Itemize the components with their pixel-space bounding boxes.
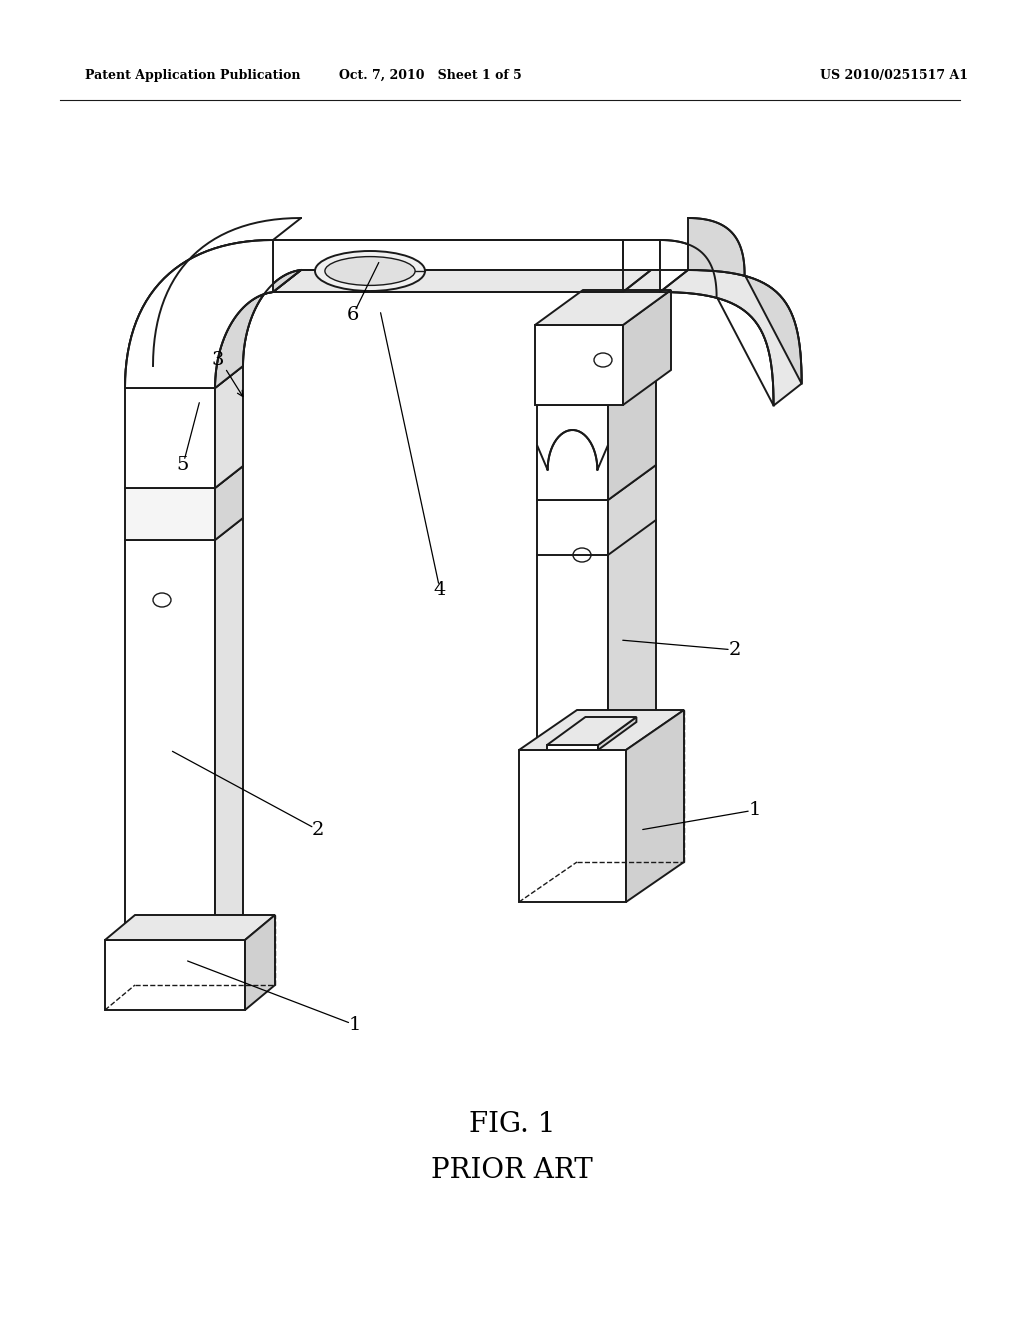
Polygon shape bbox=[125, 240, 273, 388]
Polygon shape bbox=[215, 271, 301, 388]
Polygon shape bbox=[215, 517, 243, 940]
Text: 4: 4 bbox=[434, 581, 446, 599]
Polygon shape bbox=[273, 271, 688, 292]
Polygon shape bbox=[535, 290, 671, 325]
Polygon shape bbox=[215, 271, 301, 388]
Polygon shape bbox=[105, 940, 245, 1010]
Polygon shape bbox=[608, 465, 656, 750]
Polygon shape bbox=[215, 366, 243, 488]
Ellipse shape bbox=[153, 593, 171, 607]
Polygon shape bbox=[273, 240, 660, 292]
Polygon shape bbox=[125, 540, 215, 940]
Polygon shape bbox=[215, 466, 243, 540]
Polygon shape bbox=[547, 717, 636, 744]
Text: 3: 3 bbox=[212, 351, 224, 370]
Polygon shape bbox=[537, 430, 608, 500]
Text: Oct. 7, 2010   Sheet 1 of 5: Oct. 7, 2010 Sheet 1 of 5 bbox=[339, 69, 521, 82]
Polygon shape bbox=[125, 388, 215, 488]
Polygon shape bbox=[273, 240, 623, 292]
Text: 2: 2 bbox=[312, 821, 325, 840]
Text: PRIOR ART: PRIOR ART bbox=[431, 1156, 593, 1184]
Polygon shape bbox=[623, 290, 671, 405]
Polygon shape bbox=[125, 488, 215, 540]
Polygon shape bbox=[245, 915, 275, 1010]
Polygon shape bbox=[125, 240, 273, 388]
Text: 5: 5 bbox=[177, 455, 189, 474]
Ellipse shape bbox=[594, 352, 612, 367]
Text: US 2010/0251517 A1: US 2010/0251517 A1 bbox=[820, 69, 968, 82]
Polygon shape bbox=[598, 717, 636, 750]
Ellipse shape bbox=[573, 548, 591, 562]
Text: 2: 2 bbox=[729, 642, 741, 659]
Text: FIG. 1: FIG. 1 bbox=[469, 1111, 555, 1138]
Text: 6: 6 bbox=[347, 306, 359, 323]
Polygon shape bbox=[660, 240, 773, 405]
Text: 1: 1 bbox=[349, 1016, 361, 1034]
Polygon shape bbox=[660, 271, 802, 405]
Ellipse shape bbox=[315, 251, 425, 290]
Polygon shape bbox=[125, 466, 243, 488]
Polygon shape bbox=[537, 405, 608, 500]
Polygon shape bbox=[105, 915, 275, 940]
Text: 1: 1 bbox=[749, 801, 761, 818]
Polygon shape bbox=[535, 325, 623, 405]
Text: Patent Application Publication: Patent Application Publication bbox=[85, 69, 300, 82]
Polygon shape bbox=[519, 710, 684, 750]
Polygon shape bbox=[608, 370, 656, 500]
Ellipse shape bbox=[325, 256, 415, 285]
Polygon shape bbox=[537, 500, 608, 750]
Polygon shape bbox=[273, 271, 651, 292]
Polygon shape bbox=[547, 744, 598, 750]
Polygon shape bbox=[626, 710, 684, 902]
Polygon shape bbox=[519, 750, 626, 902]
Polygon shape bbox=[688, 218, 802, 384]
